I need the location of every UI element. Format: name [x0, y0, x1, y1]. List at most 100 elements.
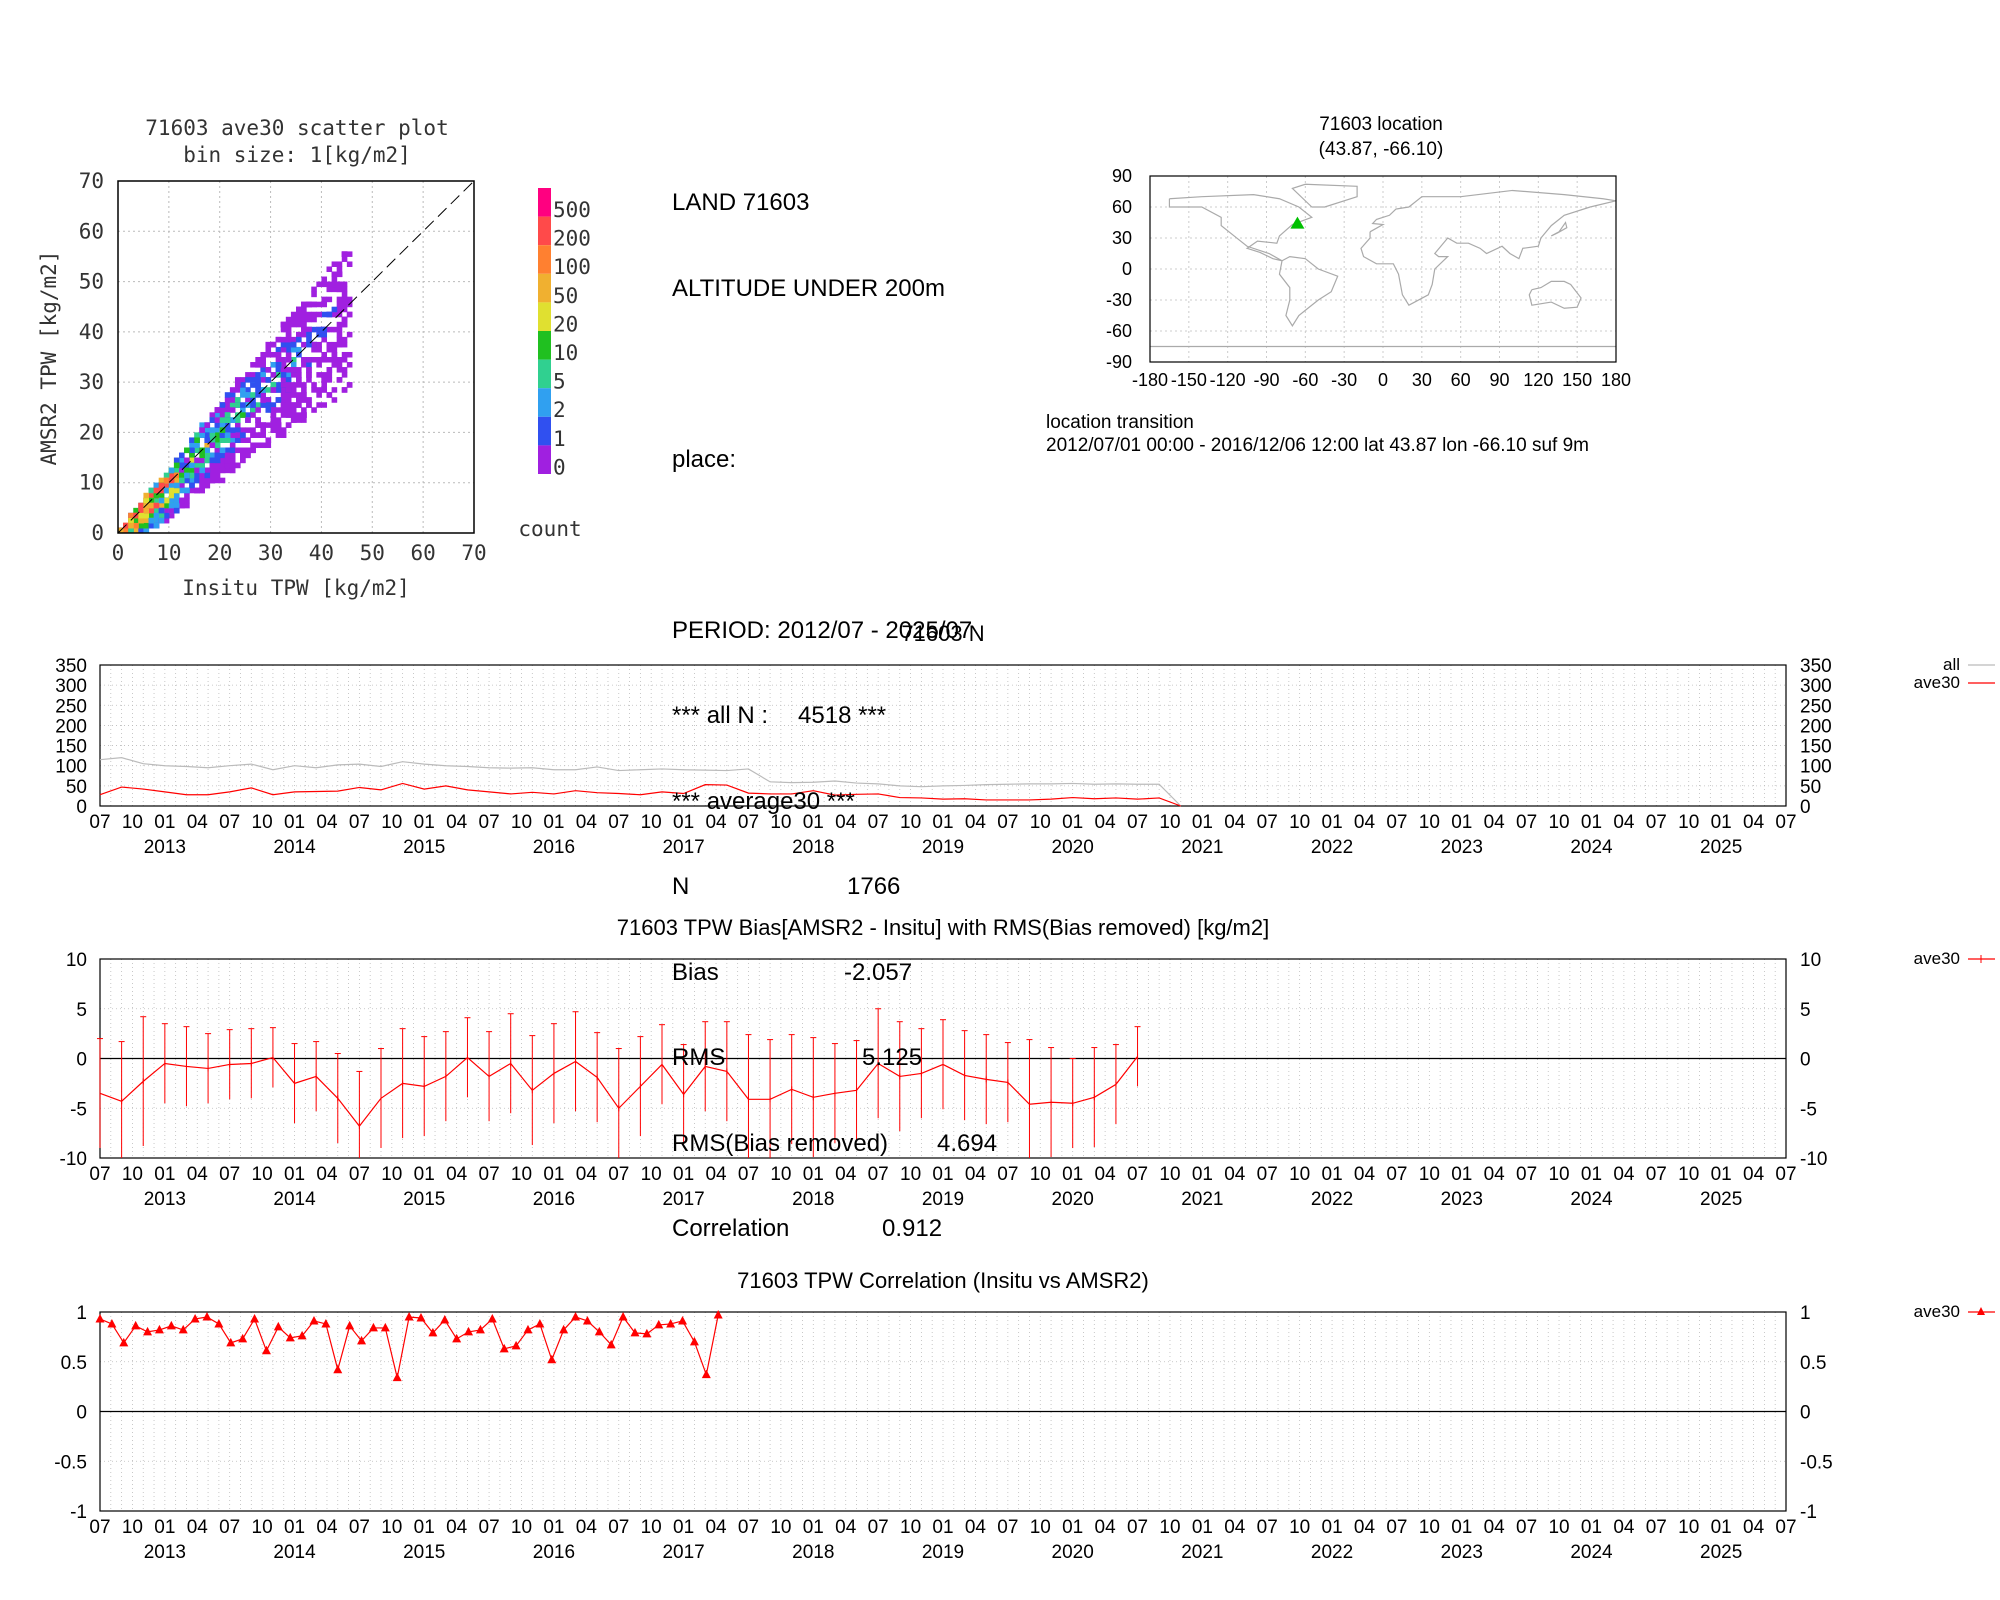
scatter-bin [326, 377, 333, 383]
scatter-bin [229, 402, 236, 408]
month-tick-label: 07 [868, 1517, 889, 1538]
scatter-bin [179, 502, 185, 509]
scatter-bin [234, 422, 241, 428]
scatter-bin [219, 477, 226, 484]
scatter-bin [296, 336, 302, 343]
month-tick-label: 07 [1516, 1164, 1537, 1185]
month-tick-label: 07 [738, 812, 759, 833]
scatter-bin [255, 392, 261, 398]
scatter-bin [148, 517, 155, 524]
scatter-bin [301, 321, 307, 328]
month-tick-label: 10 [381, 812, 402, 833]
scatter-bin [179, 467, 185, 474]
month-tick-label: 07 [1257, 812, 1278, 833]
month-tick-label: 04 [316, 1517, 338, 1538]
scatter-bin [341, 321, 348, 328]
scatter-bin [296, 412, 302, 418]
month-tick-label: 04 [1613, 1164, 1635, 1185]
scatter-bin [194, 477, 200, 484]
month-tick-label: 04 [965, 1164, 987, 1185]
colorbar-segment [538, 359, 551, 389]
scatter-bin [331, 306, 338, 313]
month-tick-label: 04 [1354, 1164, 1376, 1185]
scatter-bin [209, 472, 216, 479]
scatter-bin [285, 321, 292, 328]
year-tick-label: 2015 [403, 1189, 445, 1210]
data-point-triangle [380, 1322, 390, 1332]
scatter-bin [326, 296, 333, 303]
scatter-bin [306, 362, 312, 368]
scatter-bin [296, 311, 302, 318]
scatter-bin [265, 377, 272, 383]
scatter-bin [194, 442, 200, 449]
scatter-bin [346, 251, 353, 257]
month-tick-label: 10 [381, 1164, 402, 1185]
map-xtick-label: 0 [1378, 370, 1388, 390]
data-point-triangle [214, 1318, 224, 1328]
data-point-triangle [404, 1311, 414, 1321]
scatter-bin [240, 452, 246, 459]
month-tick-label: 04 [446, 1517, 468, 1538]
scatter-bin [184, 502, 190, 509]
year-tick-label: 2019 [922, 1189, 964, 1210]
scatter-bin [321, 276, 328, 283]
scatter-bin [336, 357, 343, 363]
month-tick-label: 10 [1419, 1164, 1440, 1185]
scatter-bin [240, 407, 246, 413]
scatter-xtick-label: 0 [112, 541, 125, 565]
scatter-bin [168, 482, 175, 489]
scatter-bin [301, 397, 307, 403]
data-point-triangle [499, 1343, 509, 1353]
scatter-bin [316, 357, 322, 363]
month-tick-label: 04 [1224, 1164, 1246, 1185]
year-tick-label: 2013 [144, 1189, 186, 1210]
scatter-bin [316, 372, 322, 378]
scatter-bin [214, 462, 221, 469]
scatter-xtick-label: 70 [461, 541, 486, 565]
scatter-bin [163, 502, 170, 509]
scatter-bin [250, 407, 256, 413]
scatter-bin [321, 336, 328, 343]
month-tick-label: 10 [770, 812, 791, 833]
scatter-bin [326, 326, 333, 333]
month-tick-label: 07 [479, 1517, 500, 1538]
scatter-bin [275, 397, 282, 403]
panel-title: 71603 TPW Correlation (Insitu vs AMSR2) [737, 1268, 1149, 1293]
scatter-bin [275, 357, 282, 363]
month-tick-label: 10 [122, 812, 143, 833]
scatter-bin [194, 467, 200, 474]
month-tick-label: 04 [576, 812, 598, 833]
scatter-bin [331, 362, 338, 368]
scatter-bin [311, 286, 317, 293]
scatter-ytick-label: 10 [79, 471, 104, 495]
scatter-bin [153, 482, 160, 489]
scatter-bin [316, 346, 322, 353]
month-tick-label: 01 [154, 812, 175, 833]
scatter-xtick-label: 40 [309, 541, 334, 565]
scatter-bin [311, 357, 317, 363]
month-tick-label: 04 [1484, 1517, 1506, 1538]
year-tick-label: 2014 [273, 837, 316, 858]
scatter-bin [209, 442, 216, 449]
map-coastline [1291, 183, 1358, 208]
month-tick-label: 10 [1289, 1517, 1310, 1538]
scatter-bin [199, 467, 205, 474]
scatter-bin [260, 432, 266, 438]
scatter-bin [245, 452, 251, 459]
scatter-bin [245, 377, 251, 383]
scatter-bin [240, 437, 246, 443]
scatter-bin [240, 382, 246, 388]
scatter-bin [148, 502, 155, 509]
scatter-bin [209, 477, 216, 484]
scatter-bin [214, 407, 221, 413]
scatter-bin [275, 367, 282, 373]
data-point-triangle [666, 1318, 676, 1328]
scatter-bin [306, 397, 312, 403]
scatter-bin [214, 447, 221, 454]
month-tick-label: 04 [705, 1517, 727, 1538]
stats-n-label: N [672, 873, 690, 900]
scatter-bin [285, 341, 292, 348]
station-marker-icon [1290, 216, 1305, 229]
scatter-bin [255, 417, 261, 423]
